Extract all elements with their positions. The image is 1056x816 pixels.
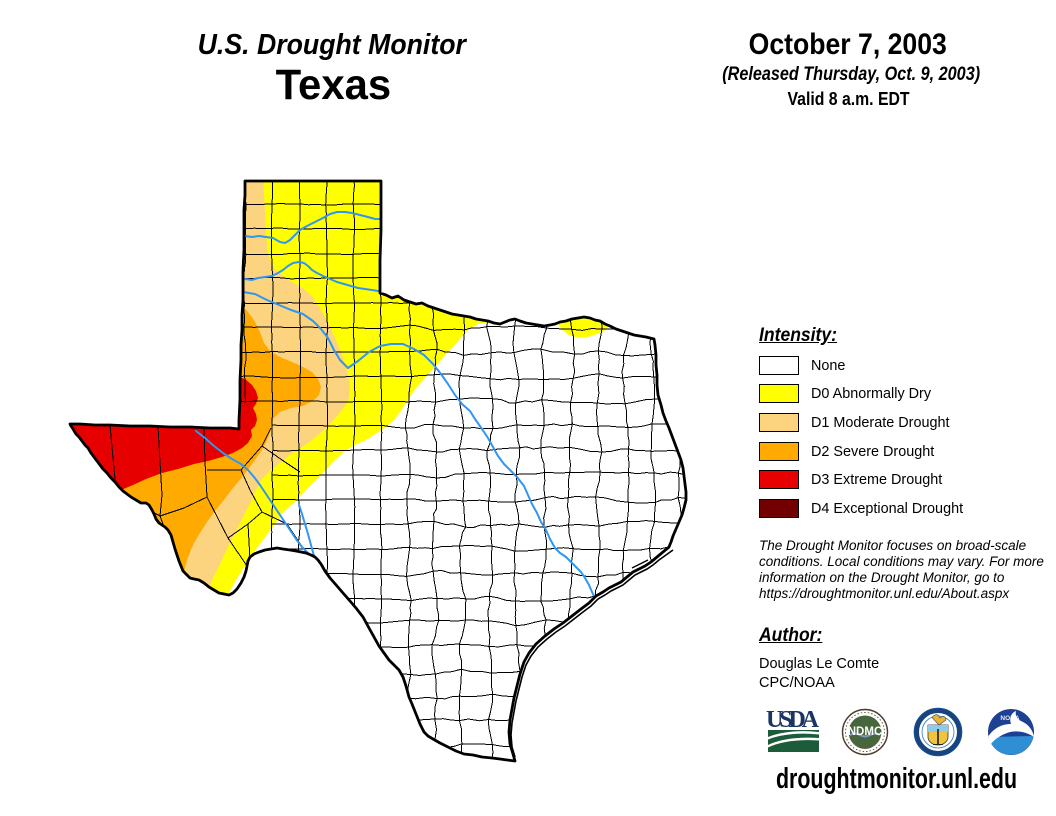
svg-text:USDA: USDA [766, 707, 820, 733]
svg-text:NDMC: NDMC [848, 726, 883, 738]
svg-text:NOAA: NOAA [1000, 715, 1019, 722]
